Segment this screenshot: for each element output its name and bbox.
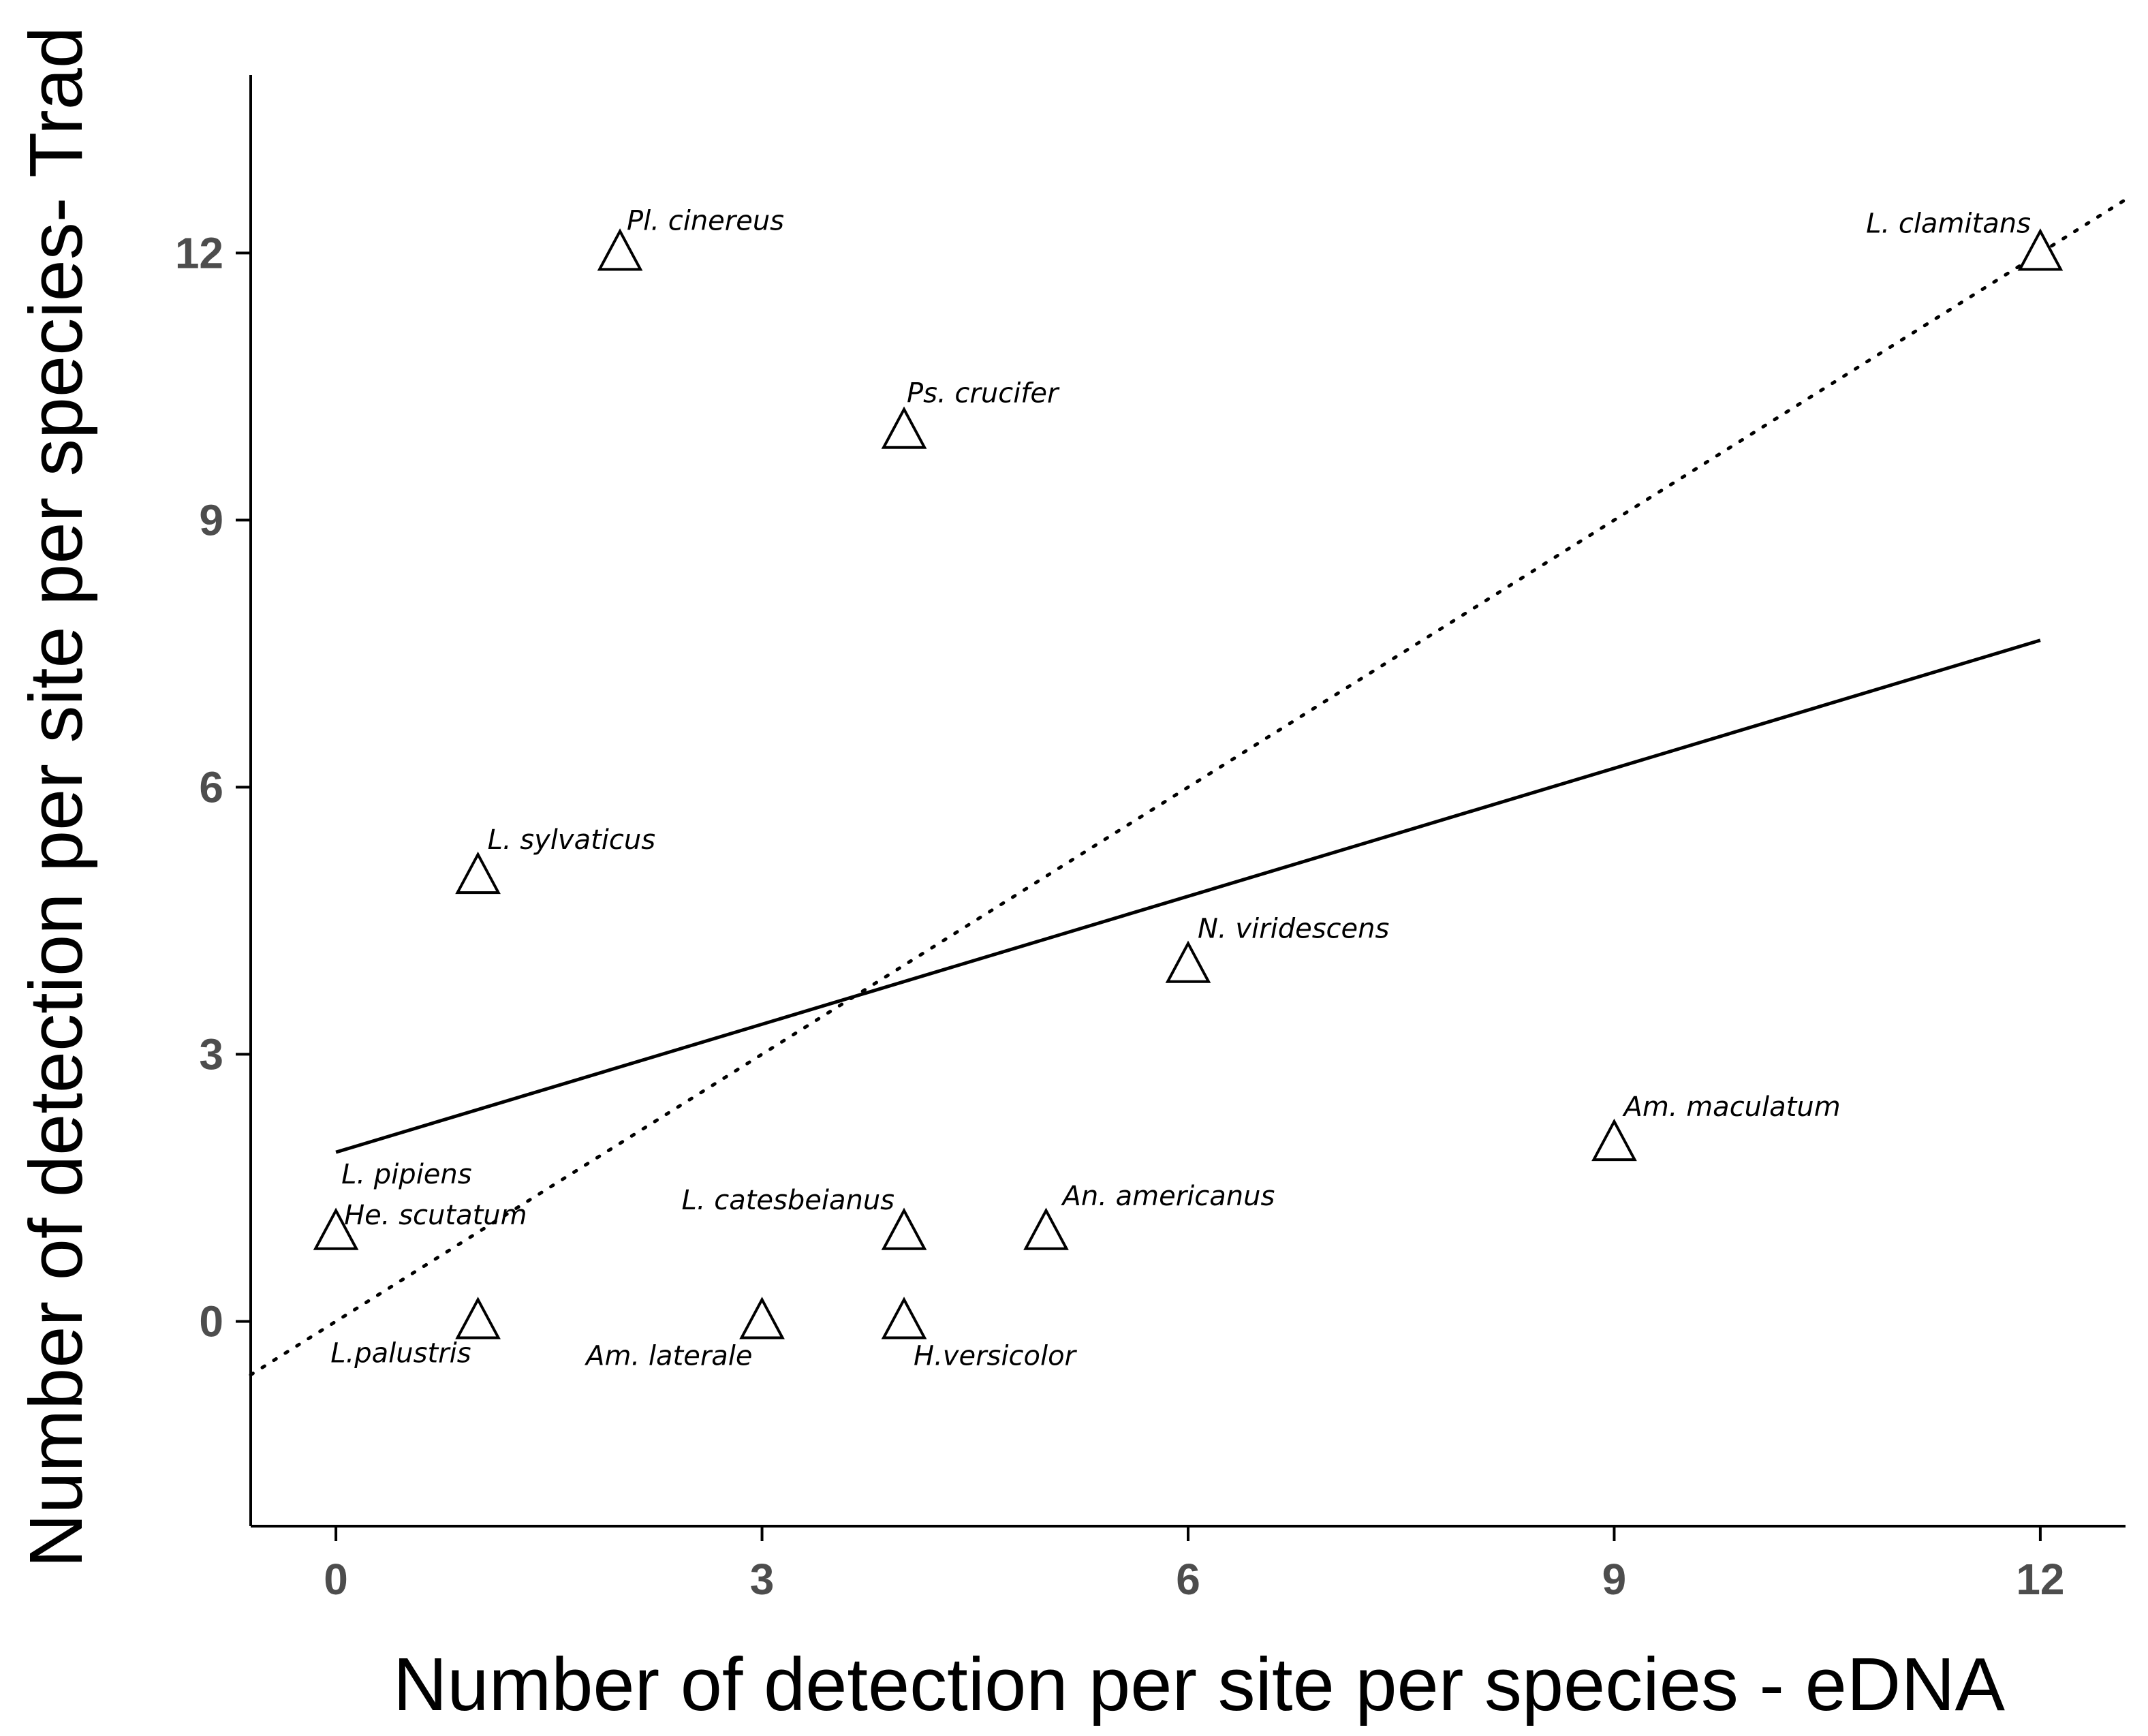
x-tick-label: 0 <box>324 1555 348 1604</box>
triangle-marker <box>313 1207 359 1250</box>
triangle-marker <box>739 1297 785 1339</box>
triangle-marker <box>455 1297 501 1339</box>
triangle-marker <box>597 228 643 271</box>
data-points <box>313 228 2064 1339</box>
point-labels: Pl. cinereus L. clamitans Ps. crucifer L. s… <box>330 205 2031 1371</box>
point-label: Pl. cinereus <box>627 205 784 236</box>
triangle-marker <box>1165 940 1211 983</box>
one-to-one-reference-line <box>249 198 2128 1377</box>
x-axis-title: Number of detection per site per species… <box>393 1643 2006 1726</box>
reference-line-layer <box>249 198 2128 1377</box>
y-tick-label: 3 <box>199 1029 223 1079</box>
triangle-marker <box>881 1207 927 1250</box>
fit-line-layer <box>335 638 2041 1154</box>
triangle-marker <box>455 851 501 895</box>
triangle-marker <box>881 1297 927 1339</box>
point-label: Am. maculatum <box>1621 1091 1840 1123</box>
y-tick-label: 0 <box>199 1297 223 1346</box>
point-label: L. catesbeianus <box>681 1185 894 1216</box>
point-label: H.versicolor <box>914 1340 1078 1371</box>
x-tick-label: 9 <box>1602 1555 1627 1604</box>
triangle-marker <box>1023 1207 1069 1250</box>
point-label: L. clamitans <box>1866 208 2031 239</box>
x-tick-label: 3 <box>750 1555 775 1604</box>
x-tick-label: 6 <box>1176 1555 1200 1604</box>
y-tick-label: 6 <box>199 762 223 811</box>
point-label: He. scutatum <box>344 1200 527 1231</box>
point-label: N. viridescens <box>1198 914 1389 945</box>
point-label: L. sylvaticus <box>488 824 656 856</box>
point-label: Am. laterale <box>584 1340 752 1371</box>
point-label: Ps. crucifer <box>907 378 1060 409</box>
triangle-marker <box>881 406 927 449</box>
x-tick-label: 12 <box>2016 1555 2064 1604</box>
triangle-marker <box>2017 228 2064 271</box>
point-label: L. pipiens <box>341 1159 472 1190</box>
point-label: An. americanus <box>1061 1181 1275 1212</box>
triangle-marker <box>1591 1118 1637 1162</box>
regression-fit-line <box>335 638 2041 1154</box>
y-axis-title: Number of detection per site per species… <box>14 27 98 1568</box>
point-label: L.palustris <box>330 1337 471 1369</box>
y-tick-label: 9 <box>199 495 223 544</box>
y-tick-label: 12 <box>175 228 223 277</box>
axes: 0 3 6 9 12 0 3 6 9 12 <box>175 75 2126 1604</box>
